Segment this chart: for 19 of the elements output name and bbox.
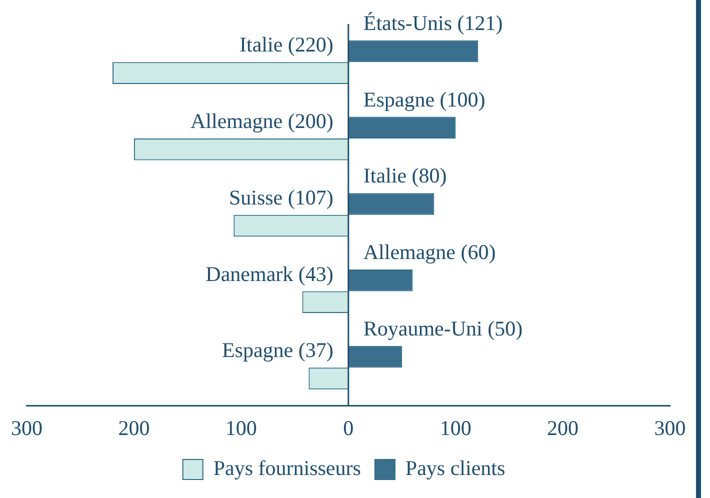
legend-label: Pays clients (405, 456, 506, 480)
data-label: Espagne (100) (363, 87, 486, 112)
x-tick-label: 100 (225, 416, 257, 440)
x-tick-label: 300 (654, 416, 686, 440)
data-label: Espagne (37) (222, 338, 334, 362)
data-label: Allemagne (200) (190, 109, 334, 134)
data-label: Royaume-Uni (50) (363, 316, 523, 340)
x-tick-label: 300 (11, 416, 42, 440)
data-label: Danemark (43) (206, 262, 334, 286)
data-label: Italie (220) (240, 32, 334, 57)
x-tick-label: 0 (343, 416, 354, 440)
legend-label: Pays fournisseurs (213, 456, 361, 480)
data-label: Allemagne (60) (363, 240, 496, 264)
data-label: Italie (80) (363, 164, 447, 188)
x-tick-label: 100 (440, 416, 472, 440)
x-tick-label: 200 (547, 416, 579, 440)
data-label: États-Unis (121) (363, 10, 503, 35)
data-label: Suisse (107) (228, 185, 334, 210)
x-tick-label: 200 (118, 416, 150, 440)
